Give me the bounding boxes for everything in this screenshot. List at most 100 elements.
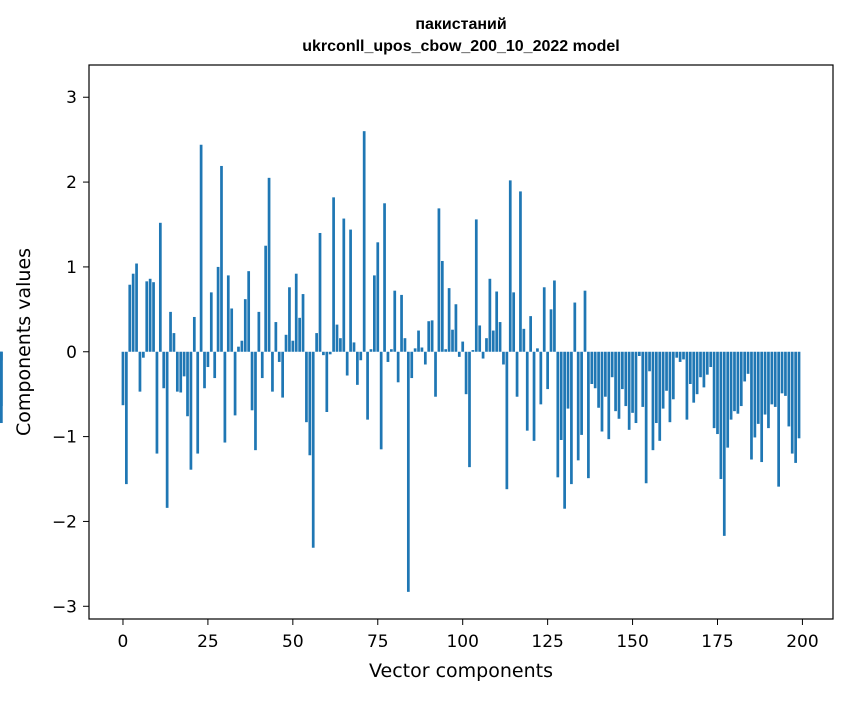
bar-32 [230,308,234,352]
bar-138 [590,351,594,384]
y-axis-label: Components values [13,248,35,436]
bar-15 [172,333,176,352]
bar-129 [559,351,563,440]
bar-182 [739,351,743,407]
bar-60 [325,351,329,412]
bar-184 [746,351,750,374]
bar-179 [729,351,733,420]
bar-13 [165,351,169,508]
bar-46 [277,351,281,362]
bar-82 [400,294,403,352]
bar-198 [794,351,797,463]
bar-136 [583,290,587,352]
bar-137 [587,351,590,479]
x-tick-label: 150 [616,632,648,652]
bar-40 [257,311,261,352]
bar-187 [756,351,760,424]
bar-97 [451,329,454,352]
bar-173 [709,351,713,368]
bar-122 [536,348,539,352]
bar-102 [468,351,471,468]
bar-65 [342,218,346,352]
bar-133 [573,302,577,352]
bar-99 [457,351,461,357]
bar-50 [291,340,295,352]
bar-47 [281,351,284,398]
bar-4 [135,263,138,352]
bar-37 [247,271,251,352]
bar-70 [359,351,363,361]
bar-84 [406,351,410,592]
bar-119 [525,351,529,431]
bar-62 [332,197,335,352]
bar-78 [386,351,390,362]
bar-125 [546,351,549,390]
bar-171 [702,351,706,388]
bar-98 [454,304,458,352]
bar-68 [352,342,356,352]
y-tick-label: −3 [52,597,77,617]
bar-92 [434,351,437,397]
bar-108 [488,278,492,352]
bar-11 [158,222,162,352]
bar-38 [250,351,254,411]
bar-89 [423,351,427,365]
bar-49 [288,287,291,352]
bar-30 [223,351,227,443]
bar-81 [396,351,400,383]
bar-93 [437,208,441,352]
bar-141 [600,351,604,432]
bar-75 [376,242,380,352]
bar-195 [784,351,787,396]
bar-163 [675,351,679,358]
bar-134 [576,351,580,461]
chart-subtitle: ukrconll_upos_cbow_200_10_2022 model [302,38,619,55]
bar-197 [790,351,794,454]
bar-177 [722,351,726,536]
bar-104 [474,219,478,352]
chart-title: пакистаний [415,16,506,33]
bar-157 [654,351,658,424]
bar-71 [362,131,366,352]
bar-0 [121,351,125,406]
bar-44 [271,351,274,392]
bar-91 [430,320,434,352]
bar-63 [335,324,339,352]
x-tick-label: 200 [786,632,818,652]
x-tick-label: 0 [118,632,129,652]
bar-120 [529,316,532,352]
bar-148 [624,351,628,407]
bar-8 [148,278,152,352]
bar-87 [417,330,420,352]
bar-34 [237,346,240,352]
bar-69 [356,351,359,385]
bar-143 [607,351,611,440]
bar-52 [298,317,301,352]
bar-77 [383,203,386,352]
bar-54 [305,351,308,423]
bar-135 [580,351,583,435]
bar-20 [189,351,193,470]
bar-57 [315,333,318,352]
bar-149 [627,351,631,430]
bar-170 [699,351,702,378]
bar-159 [661,351,665,409]
bar-101 [464,351,468,395]
bar-189 [763,351,767,415]
bar-115 [512,292,516,352]
bar-58 [318,232,322,352]
bar-150 [631,351,634,413]
bar-80 [393,290,397,352]
bar-41 [260,351,264,379]
bar-7 [145,281,149,352]
y-tick-label: −2 [52,512,77,532]
bar-191 [770,351,774,405]
bar-146 [617,351,621,419]
bar-90 [427,321,431,352]
bar-61 [328,351,332,355]
bar-117 [519,191,522,352]
bar-74 [373,275,376,352]
bar-66 [345,351,349,376]
bar-86 [413,348,417,352]
